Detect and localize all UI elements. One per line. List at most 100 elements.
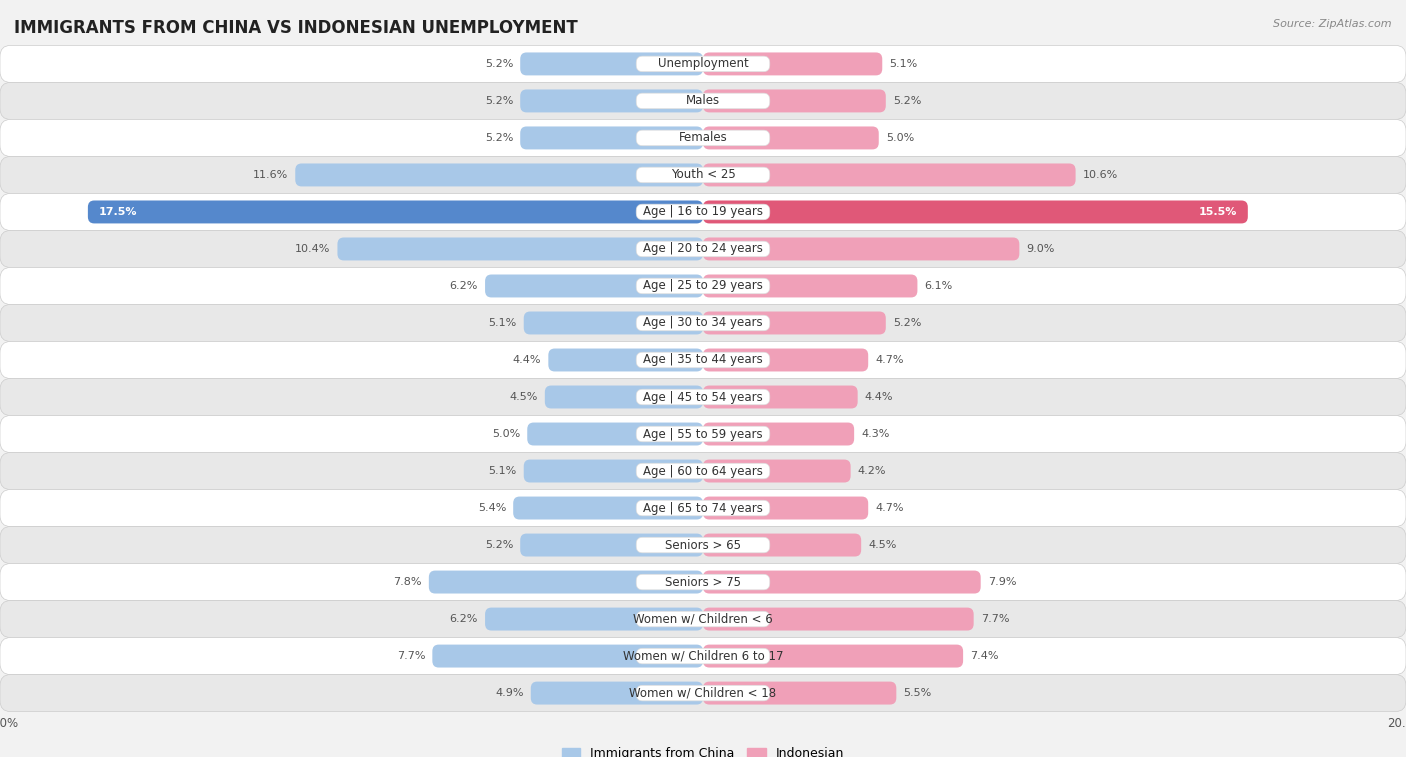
Text: 4.5%: 4.5% [869,540,897,550]
Text: 7.4%: 7.4% [970,651,998,661]
FancyBboxPatch shape [0,120,1406,157]
FancyBboxPatch shape [520,534,703,556]
Text: 5.0%: 5.0% [492,429,520,439]
FancyBboxPatch shape [0,304,1406,341]
Text: Age | 20 to 24 years: Age | 20 to 24 years [643,242,763,255]
FancyBboxPatch shape [703,238,1019,260]
Text: Age | 30 to 34 years: Age | 30 to 34 years [643,316,763,329]
Text: 7.9%: 7.9% [987,577,1017,587]
FancyBboxPatch shape [0,674,1406,712]
Text: 10.4%: 10.4% [295,244,330,254]
FancyBboxPatch shape [703,459,851,482]
FancyBboxPatch shape [637,648,770,664]
FancyBboxPatch shape [524,312,703,335]
Text: Women w/ Children 6 to 17: Women w/ Children 6 to 17 [623,650,783,662]
FancyBboxPatch shape [433,645,703,668]
FancyBboxPatch shape [703,608,973,631]
FancyBboxPatch shape [703,681,897,705]
Text: 6.2%: 6.2% [450,281,478,291]
FancyBboxPatch shape [0,453,1406,490]
FancyBboxPatch shape [520,89,703,112]
Text: Females: Females [679,132,727,145]
FancyBboxPatch shape [637,352,770,368]
Text: Seniors > 65: Seniors > 65 [665,538,741,552]
FancyBboxPatch shape [546,385,703,409]
FancyBboxPatch shape [703,571,981,593]
FancyBboxPatch shape [485,608,703,631]
Text: 4.7%: 4.7% [875,503,904,513]
Text: 4.2%: 4.2% [858,466,886,476]
Text: Seniors > 75: Seniors > 75 [665,575,741,588]
FancyBboxPatch shape [0,416,1406,453]
FancyBboxPatch shape [703,126,879,149]
FancyBboxPatch shape [703,52,883,76]
FancyBboxPatch shape [0,378,1406,416]
FancyBboxPatch shape [637,500,770,516]
Text: Age | 55 to 59 years: Age | 55 to 59 years [643,428,763,441]
Text: Women w/ Children < 18: Women w/ Children < 18 [630,687,776,699]
FancyBboxPatch shape [703,89,886,112]
Text: 5.2%: 5.2% [893,318,921,328]
FancyBboxPatch shape [520,52,703,76]
FancyBboxPatch shape [637,241,770,257]
FancyBboxPatch shape [637,279,770,294]
Text: 4.9%: 4.9% [495,688,524,698]
Text: 7.7%: 7.7% [396,651,425,661]
FancyBboxPatch shape [548,348,703,372]
FancyBboxPatch shape [637,167,770,182]
FancyBboxPatch shape [527,422,703,445]
FancyBboxPatch shape [0,563,1406,600]
FancyBboxPatch shape [703,201,1249,223]
FancyBboxPatch shape [703,645,963,668]
FancyBboxPatch shape [0,527,1406,563]
FancyBboxPatch shape [703,312,886,335]
FancyBboxPatch shape [0,490,1406,527]
FancyBboxPatch shape [524,459,703,482]
Text: 15.5%: 15.5% [1199,207,1237,217]
Text: Age | 25 to 29 years: Age | 25 to 29 years [643,279,763,292]
Text: Age | 16 to 19 years: Age | 16 to 19 years [643,205,763,219]
Text: Source: ZipAtlas.com: Source: ZipAtlas.com [1274,19,1392,29]
FancyBboxPatch shape [531,681,703,705]
Text: 10.6%: 10.6% [1083,170,1118,180]
FancyBboxPatch shape [637,575,770,590]
FancyBboxPatch shape [703,534,860,556]
FancyBboxPatch shape [0,194,1406,230]
Text: 5.1%: 5.1% [889,59,918,69]
FancyBboxPatch shape [637,93,770,109]
FancyBboxPatch shape [87,201,703,223]
FancyBboxPatch shape [637,56,770,72]
Text: Males: Males [686,95,720,107]
Text: 9.0%: 9.0% [1026,244,1054,254]
Text: 11.6%: 11.6% [253,170,288,180]
Text: 4.4%: 4.4% [865,392,893,402]
Text: Women w/ Children < 6: Women w/ Children < 6 [633,612,773,625]
FancyBboxPatch shape [637,612,770,627]
FancyBboxPatch shape [703,348,869,372]
FancyBboxPatch shape [637,389,770,405]
Text: 4.3%: 4.3% [860,429,890,439]
Text: 7.7%: 7.7% [981,614,1010,624]
FancyBboxPatch shape [0,157,1406,194]
Text: 5.2%: 5.2% [893,96,921,106]
Text: 5.2%: 5.2% [485,540,513,550]
Text: 5.4%: 5.4% [478,503,506,513]
Text: 17.5%: 17.5% [98,207,136,217]
FancyBboxPatch shape [429,571,703,593]
Text: 5.5%: 5.5% [904,688,932,698]
Text: 4.5%: 4.5% [509,392,537,402]
Text: 5.1%: 5.1% [488,466,517,476]
FancyBboxPatch shape [637,315,770,331]
Legend: Immigrants from China, Indonesian: Immigrants from China, Indonesian [557,743,849,757]
FancyBboxPatch shape [520,126,703,149]
Text: 4.7%: 4.7% [875,355,904,365]
FancyBboxPatch shape [513,497,703,519]
Text: 5.2%: 5.2% [485,59,513,69]
FancyBboxPatch shape [337,238,703,260]
Text: IMMIGRANTS FROM CHINA VS INDONESIAN UNEMPLOYMENT: IMMIGRANTS FROM CHINA VS INDONESIAN UNEM… [14,19,578,37]
Text: 7.8%: 7.8% [394,577,422,587]
FancyBboxPatch shape [637,426,770,442]
FancyBboxPatch shape [0,267,1406,304]
FancyBboxPatch shape [295,164,703,186]
Text: 5.0%: 5.0% [886,133,914,143]
